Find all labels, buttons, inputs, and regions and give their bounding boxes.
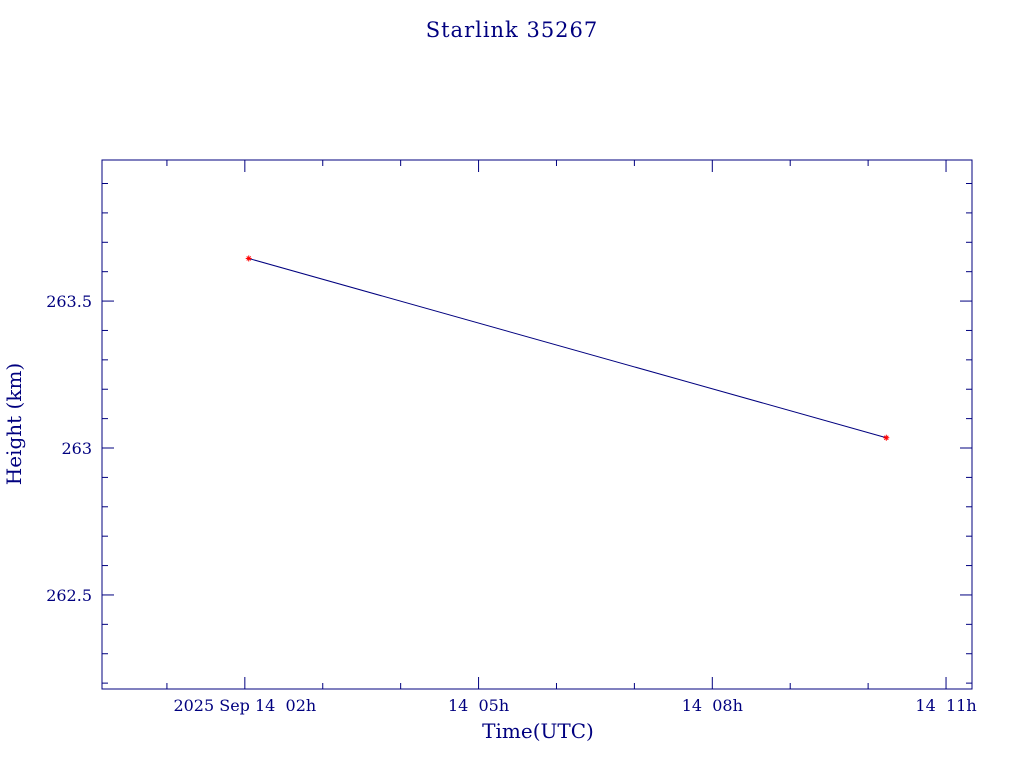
y-tick-label: 263.5 — [46, 292, 92, 311]
plot-frame — [101, 159, 973, 690]
chart-title: Starlink 35267 — [426, 18, 599, 42]
y-tick-label: 262.5 — [46, 586, 92, 605]
x-tick-labels: 2025 Sep 14 02h 14 05h 14 08h 14 11h — [173, 696, 976, 715]
data-point-stroke — [883, 435, 889, 441]
data-point — [245, 255, 252, 262]
y-tick-label: 263 — [61, 439, 92, 458]
x-tick-label: 14 11h — [915, 696, 976, 715]
data-point-stroke — [246, 256, 252, 261]
x-tick-label: 14 08h — [682, 696, 743, 715]
series-layer — [245, 255, 890, 441]
y-tick-labels: 262.5 263 263.5 — [46, 292, 92, 605]
x-axis-title: Time(UTC) — [482, 719, 594, 743]
data-point — [883, 434, 890, 441]
axis-ticks — [102, 160, 972, 689]
x-tick-label: 14 05h — [448, 696, 509, 715]
x-tick-label: 2025 Sep 14 02h — [173, 696, 316, 715]
y-axis-title: Height (km) — [2, 363, 26, 485]
series-line — [248, 257, 887, 439]
